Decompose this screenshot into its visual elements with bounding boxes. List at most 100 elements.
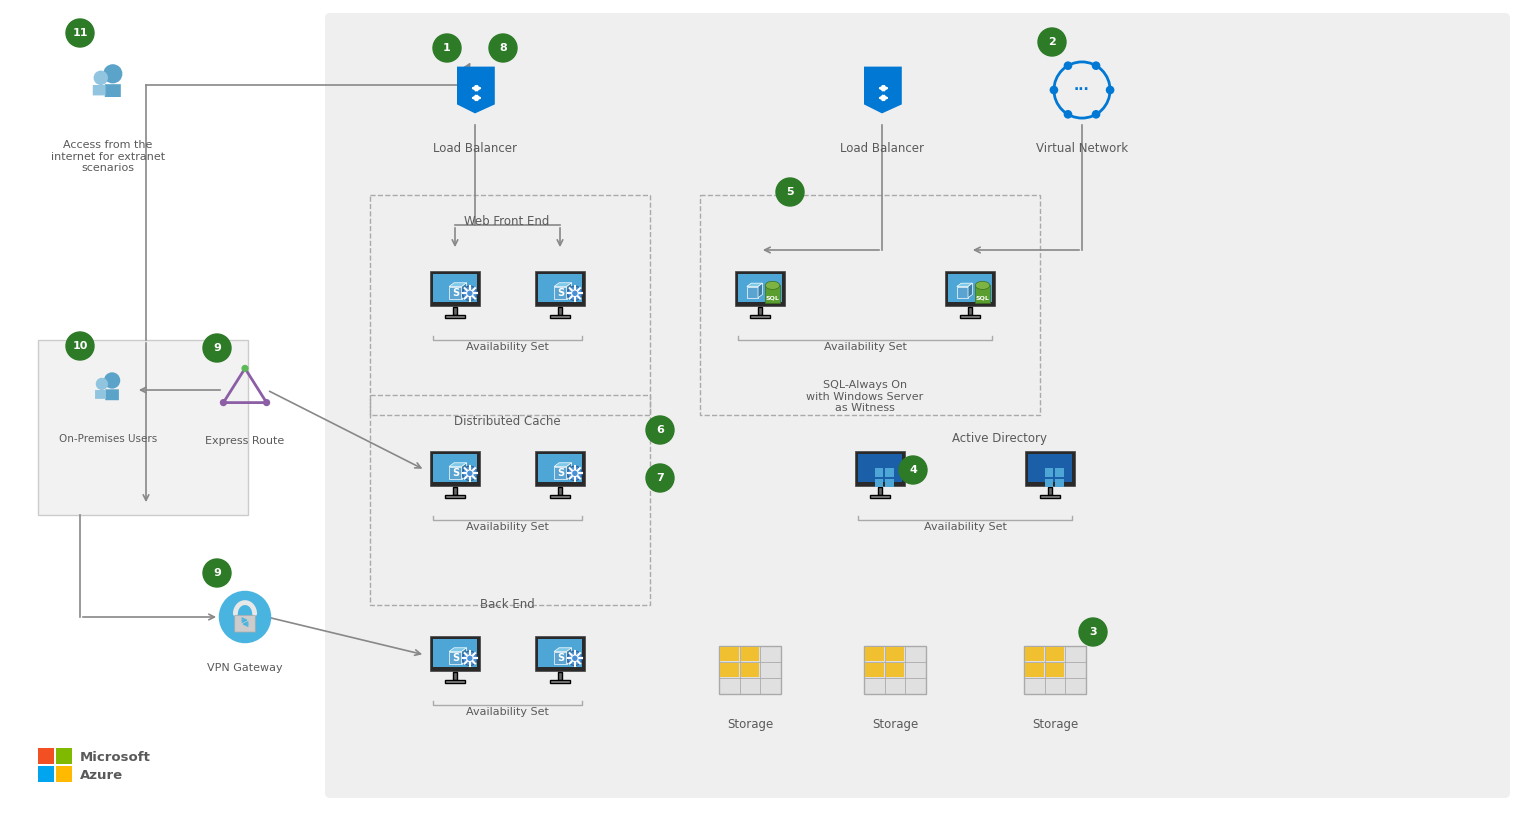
FancyBboxPatch shape xyxy=(737,274,782,303)
FancyBboxPatch shape xyxy=(949,274,991,303)
FancyBboxPatch shape xyxy=(554,651,566,664)
Circle shape xyxy=(1092,61,1100,70)
FancyBboxPatch shape xyxy=(554,467,566,479)
Circle shape xyxy=(467,470,473,477)
FancyBboxPatch shape xyxy=(539,274,581,303)
Circle shape xyxy=(462,286,477,300)
FancyBboxPatch shape xyxy=(445,680,465,683)
Text: SQL: SQL xyxy=(765,295,779,300)
FancyBboxPatch shape xyxy=(558,308,563,315)
Polygon shape xyxy=(462,463,467,479)
Bar xyxy=(370,195,650,415)
FancyBboxPatch shape xyxy=(871,494,890,498)
Text: VPN Gateway: VPN Gateway xyxy=(207,663,283,673)
FancyBboxPatch shape xyxy=(558,487,563,494)
Text: Availability Set: Availability Set xyxy=(465,522,548,532)
FancyBboxPatch shape xyxy=(433,454,477,482)
FancyBboxPatch shape xyxy=(104,84,121,97)
Circle shape xyxy=(263,399,271,406)
FancyBboxPatch shape xyxy=(961,315,979,318)
FancyBboxPatch shape xyxy=(433,639,477,667)
Circle shape xyxy=(66,19,93,47)
Bar xyxy=(38,766,54,782)
FancyBboxPatch shape xyxy=(736,271,785,306)
FancyBboxPatch shape xyxy=(450,651,462,664)
FancyBboxPatch shape xyxy=(453,672,457,680)
Text: 2: 2 xyxy=(1048,37,1056,47)
Polygon shape xyxy=(956,283,973,286)
Text: ···: ··· xyxy=(1074,83,1089,97)
FancyBboxPatch shape xyxy=(975,286,990,303)
FancyBboxPatch shape xyxy=(1040,494,1060,498)
FancyBboxPatch shape xyxy=(536,636,584,671)
Bar xyxy=(38,340,248,515)
FancyBboxPatch shape xyxy=(886,479,894,487)
Ellipse shape xyxy=(765,282,780,290)
Polygon shape xyxy=(450,463,467,467)
Text: Load Balancer: Load Balancer xyxy=(840,142,924,155)
Text: Availability Set: Availability Set xyxy=(823,342,906,352)
Text: SQL-Always On
with Windows Server
as Witness: SQL-Always On with Windows Server as Wit… xyxy=(806,380,924,413)
FancyBboxPatch shape xyxy=(430,451,480,486)
Polygon shape xyxy=(747,283,762,286)
Circle shape xyxy=(220,399,226,406)
FancyBboxPatch shape xyxy=(539,639,581,667)
Text: 11: 11 xyxy=(72,28,87,38)
Text: Load Balancer: Load Balancer xyxy=(433,142,517,155)
Circle shape xyxy=(462,651,477,666)
Bar xyxy=(719,663,739,677)
Bar xyxy=(741,647,759,661)
Polygon shape xyxy=(554,283,572,286)
FancyBboxPatch shape xyxy=(1045,479,1053,487)
FancyBboxPatch shape xyxy=(956,286,968,298)
Polygon shape xyxy=(457,67,494,113)
Polygon shape xyxy=(968,283,973,298)
Circle shape xyxy=(1063,61,1073,70)
Text: 10: 10 xyxy=(72,341,87,351)
Bar xyxy=(1045,663,1065,677)
Ellipse shape xyxy=(975,282,990,290)
FancyBboxPatch shape xyxy=(453,308,457,315)
Circle shape xyxy=(1037,28,1066,56)
Circle shape xyxy=(568,286,581,300)
Circle shape xyxy=(462,466,477,481)
Polygon shape xyxy=(566,648,572,664)
FancyBboxPatch shape xyxy=(1056,479,1063,487)
Polygon shape xyxy=(864,67,901,113)
Bar xyxy=(370,395,650,605)
Bar xyxy=(38,748,54,764)
Text: 7: 7 xyxy=(656,473,664,483)
Text: Availability Set: Availability Set xyxy=(465,342,548,352)
Text: S: S xyxy=(451,653,459,663)
Text: Back End: Back End xyxy=(479,598,534,611)
Text: 5: 5 xyxy=(786,187,794,197)
Text: SQL: SQL xyxy=(976,295,990,300)
Text: Express Route: Express Route xyxy=(205,436,285,446)
Circle shape xyxy=(646,464,675,492)
FancyBboxPatch shape xyxy=(453,487,457,494)
Circle shape xyxy=(1063,110,1073,118)
FancyBboxPatch shape xyxy=(765,286,780,303)
Circle shape xyxy=(467,290,473,296)
FancyBboxPatch shape xyxy=(757,308,762,315)
Circle shape xyxy=(646,416,675,444)
FancyBboxPatch shape xyxy=(445,494,465,498)
Circle shape xyxy=(96,378,109,390)
Polygon shape xyxy=(554,648,572,651)
FancyBboxPatch shape xyxy=(324,13,1510,798)
Bar xyxy=(1045,647,1065,661)
Text: S: S xyxy=(557,288,565,298)
FancyBboxPatch shape xyxy=(886,468,894,477)
FancyBboxPatch shape xyxy=(536,271,584,306)
FancyBboxPatch shape xyxy=(1025,451,1074,486)
FancyBboxPatch shape xyxy=(875,479,883,487)
Text: 3: 3 xyxy=(1089,627,1097,637)
Circle shape xyxy=(572,290,578,296)
Polygon shape xyxy=(462,283,467,299)
Bar xyxy=(57,766,72,782)
FancyBboxPatch shape xyxy=(878,487,883,494)
Bar xyxy=(863,646,926,694)
Circle shape xyxy=(66,332,93,360)
Text: 8: 8 xyxy=(499,43,506,53)
FancyBboxPatch shape xyxy=(450,286,462,299)
